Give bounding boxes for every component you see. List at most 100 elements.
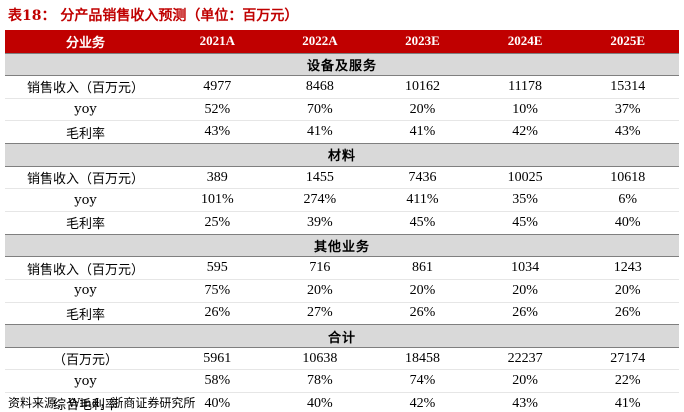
value-cell: 40% — [268, 392, 372, 412]
value-cell: 4977 — [166, 75, 269, 99]
table-row: 销售收入（百万元） 389 1455 7436 10025 10618 — [5, 166, 679, 190]
value-cell: 20% — [371, 98, 474, 122]
row-label: yoy — [5, 279, 166, 303]
value-cell: 15314 — [576, 75, 679, 99]
value-cell: 595 — [166, 256, 269, 280]
value-cell: 26% — [409, 305, 436, 321]
row-label: 毛利率 — [65, 126, 105, 142]
value-cell: 42% — [512, 124, 538, 140]
section-row: 其他业务 — [5, 233, 679, 258]
header-cell-segment: 分业务 — [5, 30, 166, 53]
value-cell: 26% — [512, 305, 538, 321]
value-cell: 20% — [473, 369, 577, 394]
table-title: 表18： 分产品销售收入预测（单位：百万元） — [8, 8, 299, 24]
table-row: （百万元） 5961 10638 18458 22237 27174 — [5, 347, 679, 371]
value-cell: 75% — [166, 279, 269, 303]
value-cell: 10025 — [473, 166, 577, 190]
value-cell: 20% — [473, 279, 577, 303]
table-row: 毛利率 43% 41% 41% 42% 43% — [5, 121, 679, 144]
table-body: 设备及服务 销售收入（百万元） 4977 8468 10162 11178 15314 yoy… — [5, 52, 679, 412]
section-row: 合计 — [5, 324, 679, 348]
value-cell: 40% — [614, 214, 641, 230]
value-cell: 20% — [576, 279, 679, 303]
section-title: 设备及服务 — [5, 52, 679, 77]
value-cell: 10162 — [371, 75, 474, 99]
value-cell: 22237 — [473, 347, 577, 371]
row-label: 综合毛利率 — [5, 392, 166, 412]
value-cell: 11178 — [473, 75, 577, 99]
value-cell: 10% — [473, 98, 577, 122]
value-cell: 41% — [409, 124, 436, 140]
section-row: 材料 — [5, 143, 679, 167]
value-cell: 39% — [307, 214, 333, 230]
table-row: 毛利率 26% 27% 26% 26% 26% — [5, 302, 679, 325]
value-cell: 8468 — [268, 75, 372, 99]
value-cell: 58% — [166, 369, 269, 394]
revenue-forecast-table: 分业务 2021A 2022A 2023E 2024E 2025E 设备及服务销… — [5, 30, 679, 412]
value-cell: 411% — [371, 188, 474, 212]
header-cell-2023e: 2023E — [371, 30, 474, 53]
value-cell: 37% — [576, 98, 679, 122]
table-row: yoy 101% 274% 411% 35% 6% — [5, 188, 679, 212]
row-label: 毛利率 — [65, 217, 105, 233]
value-cell: 6% — [576, 188, 679, 212]
value-cell: 52% — [166, 98, 269, 122]
value-cell: 43% — [473, 392, 577, 412]
row-label: 销售收入（百万元） — [5, 166, 166, 190]
value-cell: 1034 — [473, 256, 577, 280]
value-cell: 1243 — [576, 256, 679, 280]
value-cell: 716 — [268, 256, 372, 280]
row-label: yoy — [5, 188, 166, 212]
value-cell: 20% — [268, 279, 372, 303]
row-label: yoy — [5, 369, 166, 394]
value-cell: 42% — [371, 392, 474, 412]
header-cell-2021a: 2021A — [166, 30, 269, 53]
value-cell: 70% — [268, 98, 372, 122]
value-cell: 101% — [166, 188, 269, 212]
value-cell: 27174 — [576, 347, 679, 371]
value-cell: 26% — [614, 305, 641, 321]
value-cell: 22% — [576, 369, 679, 394]
row-label: yoy — [5, 98, 166, 122]
table-row: yoy 58% 78% 74% 20% 22% — [5, 369, 679, 394]
table-row: 销售收入（百万元） 4977 8468 10162 11178 15314 — [5, 75, 679, 99]
header-cell-2022a: 2022A — [268, 30, 372, 53]
row-label: 销售收入（百万元） — [5, 256, 166, 280]
value-cell: 861 — [371, 256, 474, 280]
value-cell: 45% — [409, 214, 436, 230]
value-cell: 78% — [268, 369, 372, 394]
table-row: 毛利率 25% 39% 45% 45% 40% — [5, 211, 679, 234]
value-cell: 35% — [473, 188, 577, 212]
value-cell: 25% — [204, 214, 231, 230]
table-row: yoy 52% 70% 20% 10% 37% — [5, 98, 679, 122]
value-cell: 41% — [307, 124, 333, 140]
value-cell: 10618 — [576, 166, 679, 190]
value-cell: 26% — [204, 305, 231, 321]
header-cell-2024e: 2024E — [473, 30, 577, 53]
value-cell: 20% — [371, 279, 474, 303]
table-row: yoy 75% 20% 20% 20% 20% — [5, 279, 679, 303]
value-cell: 10638 — [268, 347, 372, 371]
value-cell: 41% — [576, 392, 679, 412]
value-cell: 5961 — [166, 347, 269, 371]
row-label: 毛利率 — [65, 307, 105, 323]
table-row: 综合毛利率 40% 40% 42% 43% 41% — [5, 392, 679, 412]
row-label: 销售收入（百万元） — [5, 75, 166, 99]
section-row: 设备及服务 — [5, 52, 679, 77]
section-title: 合计 — [5, 324, 679, 348]
value-cell: 43% — [204, 124, 231, 140]
value-cell: 274% — [268, 188, 372, 212]
value-cell: 18458 — [371, 347, 474, 371]
value-cell: 389 — [166, 166, 269, 190]
value-cell: 40% — [166, 392, 269, 412]
source-note: 资料来源：Wind，浙商证券研究所 — [8, 396, 196, 410]
table-row: 销售收入（百万元） 595 716 861 1034 1243 — [5, 256, 679, 280]
value-cell: 7436 — [371, 166, 474, 190]
value-cell: 43% — [614, 124, 641, 140]
row-label: （百万元） — [5, 347, 166, 371]
value-cell: 1455 — [268, 166, 372, 190]
value-cell: 45% — [512, 214, 538, 230]
value-cell: 27% — [307, 305, 333, 321]
header-cell-2025e: 2025E — [576, 30, 679, 53]
section-title: 其他业务 — [5, 233, 679, 258]
